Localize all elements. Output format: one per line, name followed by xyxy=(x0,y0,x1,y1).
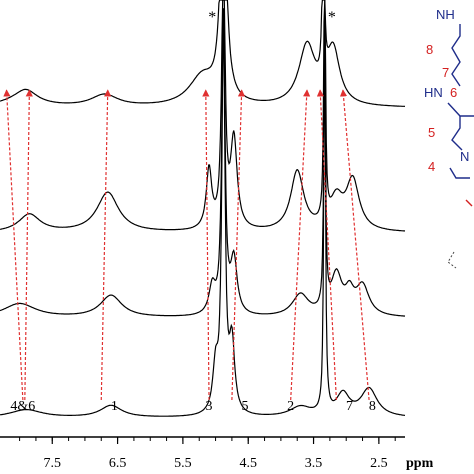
peak-labels: 4&6 1 3 5 2 7 8 * * xyxy=(10,9,375,414)
assignment-arrow-3 xyxy=(202,89,210,401)
structure-red-mark xyxy=(465,199,473,207)
peak-label-3: 5 xyxy=(241,399,248,414)
x-tick-label-1: 6.5 xyxy=(109,456,127,471)
assignment-arrow-1 xyxy=(24,89,33,401)
spectrum-trace-2 xyxy=(0,0,406,232)
assignment-arrow-2 xyxy=(100,89,112,401)
peak-label-5: 7 xyxy=(346,399,353,414)
structure-ring-bond xyxy=(451,116,463,151)
assignment-arrow-5 xyxy=(290,89,311,401)
structure-number-5: 5 xyxy=(428,125,435,140)
assignment-arrows xyxy=(3,89,370,401)
assignment-arrow-6 xyxy=(316,89,338,401)
x-tick-label-3: 4.5 xyxy=(239,456,257,471)
structure-chain-bond xyxy=(451,24,461,87)
structure-atom-hn: HN xyxy=(424,85,443,100)
x-tick-label-0: 7.5 xyxy=(44,456,62,471)
x-tick-label-4: 3.5 xyxy=(305,456,323,471)
chemical-structure: NH HN N 8 7 6 5 4 xyxy=(424,7,474,269)
x-axis: 7.5 6.5 5.5 4.5 3.5 2.5 ppm xyxy=(0,436,434,471)
peak-label-1: 1 xyxy=(111,399,118,414)
spectrum-trace-0 xyxy=(0,17,406,417)
assignment-arrow-7 xyxy=(339,89,370,401)
structure-number-8: 8 xyxy=(426,42,433,57)
solvent-star-1: * xyxy=(328,9,336,26)
structure-ring-edge xyxy=(449,167,470,179)
structure-amide-bond xyxy=(447,102,474,117)
structure-number-6: 6 xyxy=(450,85,457,100)
peak-label-2: 3 xyxy=(206,399,213,414)
structure-atom-n: N xyxy=(460,149,469,164)
structure-number-7: 7 xyxy=(442,65,449,80)
x-tick-label-5: 2.5 xyxy=(370,456,388,471)
structure-dashed-fragment xyxy=(447,251,457,269)
spectrum-trace-1 xyxy=(0,7,406,317)
spectra-traces xyxy=(0,0,406,417)
peak-label-0: 4&6 xyxy=(10,399,35,414)
structure-atom-nh: NH xyxy=(436,7,455,22)
spectrum-trace-3 xyxy=(0,0,406,107)
structure-number-4: 4 xyxy=(428,159,435,174)
solvent-star-0: * xyxy=(208,9,216,26)
x-axis-unit: ppm xyxy=(406,456,434,471)
peak-label-6: 8 xyxy=(369,399,376,414)
peak-label-4: 2 xyxy=(287,399,294,414)
assignment-arrow-0 xyxy=(3,89,24,401)
assignment-arrow-4 xyxy=(231,89,246,401)
x-tick-label-2: 5.5 xyxy=(174,456,192,471)
